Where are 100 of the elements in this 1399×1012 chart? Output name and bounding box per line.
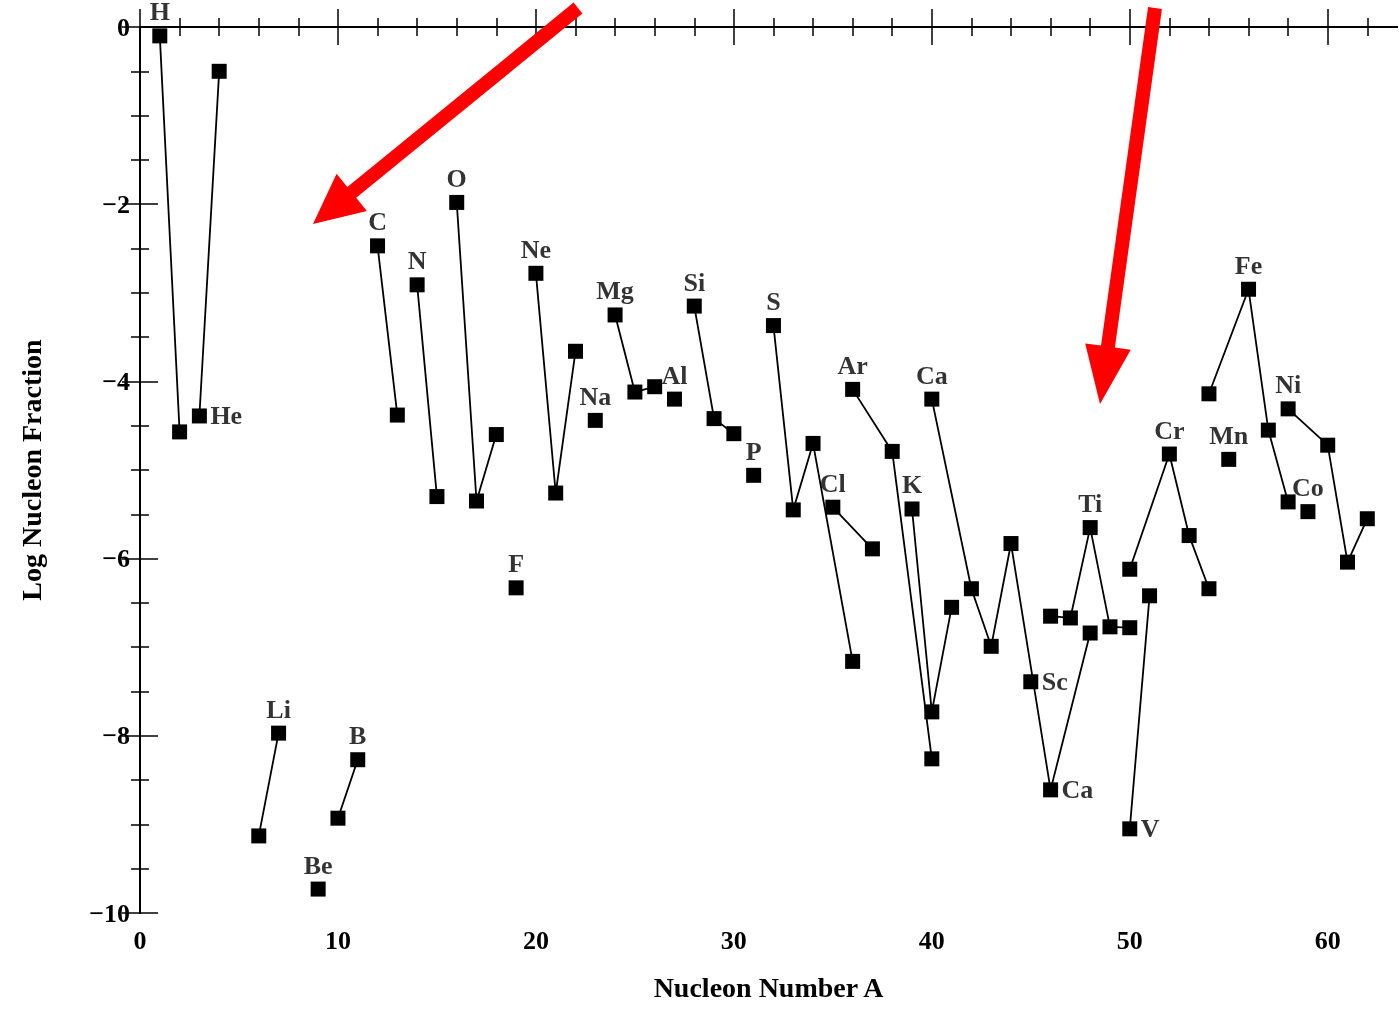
point [251,828,267,844]
y-axis-title: Log Nucleon Fraction [15,338,47,601]
point [429,489,445,505]
point [409,277,425,293]
point [152,28,168,44]
annotation: Mg [596,276,634,306]
point [548,485,564,501]
annotation: Ni [1275,370,1302,400]
point [944,599,960,615]
annotation: P [745,436,762,466]
point [924,391,940,407]
point [983,638,999,654]
annotation: Co [1292,473,1324,503]
annotation: N [407,246,427,276]
point [1161,446,1177,462]
annotation: Ca [915,360,948,390]
point [726,426,742,442]
point [1023,674,1039,690]
y-tick-label: −8 [102,721,130,751]
annotation: Ne [520,234,552,264]
y-tick-label: −2 [102,189,130,219]
point [587,412,603,428]
x-tick-label: 30 [720,925,747,955]
point [1300,504,1316,520]
point [1181,528,1197,544]
point [1082,520,1098,536]
point [765,318,781,334]
point [1201,386,1217,402]
point [1122,620,1138,636]
x-tick-label: 40 [918,925,945,955]
y-tick-label: −4 [102,366,130,396]
annotation: Al [661,360,688,390]
point [568,343,583,359]
annotation: F [508,549,525,579]
point [1280,494,1296,510]
annotation: Mn [1209,420,1249,450]
point [211,63,227,79]
point [350,752,366,768]
point [1320,437,1336,453]
annotation: Be [303,850,333,880]
point [1003,536,1019,552]
annotation: C [368,207,387,237]
point [389,407,405,423]
y-tick-label: −10 [89,898,130,928]
annotation: O [446,163,467,193]
point [607,307,623,323]
annotation: H [149,0,170,27]
point [191,408,207,424]
point [864,541,880,557]
point [924,751,940,767]
point [330,810,346,826]
point [686,298,702,314]
point [825,499,841,515]
annotation: Ca [1061,775,1094,805]
annotation: V [1140,814,1160,844]
annotation: Sc [1041,667,1068,697]
annotation: Na [579,381,612,411]
point [627,384,643,400]
point [1340,554,1356,570]
point [1142,588,1158,604]
point [469,493,485,509]
annotation: He [210,401,243,431]
point [1043,782,1059,798]
point [1062,610,1078,626]
point [1221,451,1237,467]
point [706,411,722,427]
point [924,704,940,720]
annotation: S [766,287,781,317]
point [805,435,821,451]
point [1359,511,1375,527]
point [508,580,524,596]
x-tick-label: 50 [1116,925,1143,955]
y-tick-label: −6 [102,544,130,574]
annotation: Fe [1234,250,1263,280]
annotation: Li [266,694,291,724]
annotation: Cl [819,468,846,498]
point [370,238,386,254]
point [785,502,801,518]
annotation: Ar [837,350,868,380]
point [647,379,663,395]
annotation: Ti [1078,489,1103,519]
point [1122,561,1138,577]
annotation: Cr [1154,415,1185,445]
x-tick-label: 10 [324,925,351,955]
point [666,391,682,407]
point [1201,581,1217,597]
point [1241,281,1257,297]
point [904,501,920,517]
point [1082,625,1098,641]
point [1122,821,1138,837]
x-axis-title: Nucleon Number A [653,971,885,1003]
point [488,427,504,443]
point [845,653,861,669]
point [884,443,900,459]
x-tick-label: 60 [1314,925,1341,955]
point [746,467,762,483]
point [310,881,326,897]
point [528,265,544,281]
annotation: B [349,721,367,751]
point [1260,422,1276,438]
